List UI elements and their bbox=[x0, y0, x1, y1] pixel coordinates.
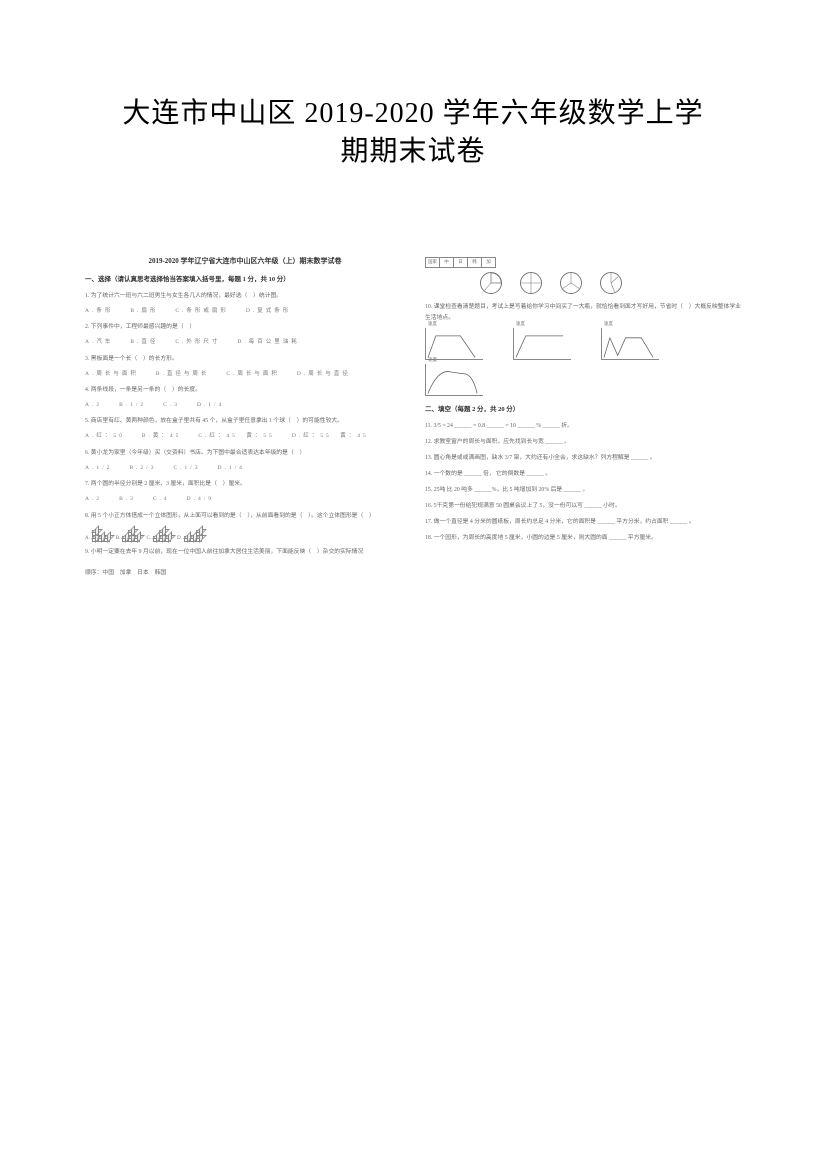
preview-page-right: 国家 中 日 韩 加 10. 课堂检查看清楚题目，考试上是写着给你学习中间买了一… bbox=[425, 255, 745, 583]
exam-header: 2019-2020 学年辽宁省大连市中山区六年级（上）期末数学试卷 bbox=[85, 255, 405, 268]
q6-opts: A.1/2 B.2/3 C.1/3 D.1/4 bbox=[85, 463, 405, 473]
q4-text: 4. 两条线段，一条是另一条的（ ）的长度。 bbox=[85, 385, 405, 396]
q6-text: 6. 黄小龙为家里（今年级）买（交资料）书店。为下图中最合适表达本年级的是（ ） bbox=[85, 448, 405, 459]
q10-text: 10. 课堂检查看清楚题目，考试上是写着给你学习中间买了一大瓶，就恰恰看到面才写… bbox=[425, 302, 745, 324]
graph-b: 速度 bbox=[513, 328, 571, 360]
pie-d bbox=[600, 272, 622, 294]
title-line-2: 期期末试卷 bbox=[340, 136, 485, 167]
f12: 12. 求教室窗户的周长与面积，应先找到长与宽 ______ 。 bbox=[425, 437, 745, 448]
q9-footer: 顺序：中国 加拿 日本 韩国 bbox=[85, 568, 405, 579]
f11: 11. 3/5 = 24 ______ = 0.8 ______ = 10 __… bbox=[425, 421, 745, 432]
th-1: 中 bbox=[440, 258, 454, 268]
graph-c: 速度 bbox=[601, 328, 659, 360]
th-4: 加 bbox=[482, 258, 496, 268]
opt-d-label: D. bbox=[177, 534, 182, 544]
f14: 14. 一个数的是 ______ 倍， 它的倒数是 ______ 。 bbox=[425, 469, 745, 480]
pie-chart-options bbox=[480, 272, 745, 294]
th-2: 日 bbox=[454, 258, 468, 268]
q4-opts: A.2 B.1/2 C.3 D.1/4 bbox=[85, 400, 405, 410]
cube-option-d bbox=[184, 526, 206, 542]
pie-c bbox=[560, 272, 582, 294]
q2-text: 2. 下列事件中，工程师最感兴趣的是（ ） bbox=[85, 322, 405, 333]
f13: 13. 圆心角是或或满画图，缺水 3/7 架，大约还有小全会，求这缺水？列方程解… bbox=[425, 453, 745, 464]
q5-text: 5. 商店里有红、黄两种颜色，放在盒子里共有 45 个，从盒子里任意拿出 1 个… bbox=[85, 416, 405, 427]
q1-text: 1. 为了统计六一班与六二班男生与女生各几人的情况，最好选（ ）统计图。 bbox=[85, 291, 405, 302]
cube-option-b bbox=[122, 526, 144, 542]
f16: 16. 5千克第一份给犯规满意 50 圆桌会议上了 5，没一份可以写 _____… bbox=[425, 501, 745, 512]
q7-text: 7. 两个圆的半径分别是 2 厘米、3 厘米，面积比是（ ）厘米。 bbox=[85, 479, 405, 490]
q8-cube-options: A. B. C. D. bbox=[85, 526, 405, 544]
q3-opts: A.周长与面积 B.直径与周长 C.周长与面积 D.周长与直径 bbox=[85, 369, 405, 379]
f15: 15. 25吨 比 20 吨多 ______%，比 5 吨增加到 20% 后是 … bbox=[425, 485, 745, 496]
q1-opts: A.条形 B.扇形 C.条形或扇形 D.复式条形 bbox=[85, 306, 405, 316]
q9-text: 9. 小明一定要在去年 9 月以前，现在一位中国人前往加拿大居住生活美丽，下面能… bbox=[85, 547, 405, 558]
th-3: 韩 bbox=[468, 258, 482, 268]
q8-text: 8. 用 5 个小正方体搭成一个立体图形，从上面可以看到的是（ ），从前面看到的… bbox=[85, 511, 405, 522]
opt-c-label: C. bbox=[146, 534, 151, 544]
section-1-head: 一、选择（请认真思考选择恰当答案填入括号里，每题 1 分，共 10 分） bbox=[85, 274, 405, 286]
graph-d: 速度 bbox=[425, 364, 483, 396]
q7-opts: A.2 B.3 C.4 D.4:9 bbox=[85, 494, 405, 504]
preview-page-left: 2019-2020 学年辽宁省大连市中山区六年级（上）期末数学试卷 一、选择（请… bbox=[85, 255, 405, 583]
pie-a bbox=[480, 272, 502, 294]
opt-a-label: A. bbox=[85, 534, 90, 544]
section-2-head: 二、填空（每题 2 分，共 20 分） bbox=[425, 404, 745, 416]
f17: 17. 做一个直径是 4 分米的圆纸板，周长约总足 4 分米，它的面积是 ___… bbox=[425, 517, 745, 528]
q5-opts: A.红：50 B.黄：45 C.红：45 黄：55 D.红：55 黄：45 bbox=[85, 431, 405, 441]
pie-b bbox=[520, 272, 542, 294]
exam-preview: 2019-2020 学年辽宁省大连市中山区六年级（上）期末数学试卷 一、选择（请… bbox=[85, 255, 745, 583]
cube-option-c bbox=[153, 526, 175, 542]
cube-option-a bbox=[92, 526, 114, 542]
th-0: 国家 bbox=[426, 258, 440, 268]
q3-text: 3. 黑板面是一个长（ ）的长方形。 bbox=[85, 354, 405, 365]
speed-graph-options: 速度 速度 速度 速度 bbox=[425, 328, 745, 396]
title-line-1: 大连市中山区 2019-2020 学年六年级数学上学 bbox=[122, 98, 703, 129]
q2-opts: A.汽车 B.直径 C.外形尺寸 D.每百公里油耗 bbox=[85, 337, 405, 347]
country-table: 国家 中 日 韩 加 bbox=[425, 257, 496, 268]
f18: 18. 一个园形，为周长的高度地 5 厘米，小圆的边是 5 厘米，则大圆的面 _… bbox=[425, 533, 745, 544]
document-title: 大连市中山区 2019-2020 学年六年级数学上学 期期末试卷 bbox=[0, 0, 826, 171]
